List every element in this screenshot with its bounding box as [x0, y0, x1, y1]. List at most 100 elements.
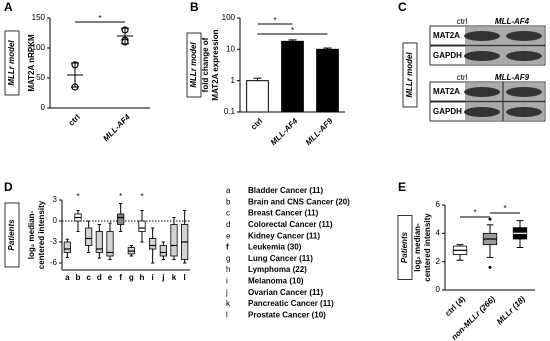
band-label: MAT2A	[433, 31, 460, 40]
x-tick-label: e	[108, 273, 113, 282]
legend-key: l	[226, 310, 228, 319]
box	[85, 227, 93, 246]
side-label-box	[402, 42, 418, 108]
y-tick-label: 0.1	[224, 107, 236, 116]
y-axis-label: MAT2A nRPKM	[27, 34, 36, 92]
x-tick-label: k	[172, 273, 177, 282]
x-tick-label: j	[161, 273, 164, 282]
side-label-box	[4, 202, 20, 268]
blot-band	[464, 31, 500, 41]
x-tick-label: b	[76, 273, 81, 282]
y-tick-label: 4	[436, 228, 441, 237]
legend-label: Lymphoma (22)	[248, 265, 307, 274]
x-tick-label: ctrl (4)	[443, 294, 467, 318]
legend-label: Breast Cancer (11)	[248, 209, 319, 218]
y-tick-label: 1	[231, 76, 236, 85]
x-tick-label: h	[140, 273, 145, 282]
legend-label: Kidney Cancer (11)	[248, 231, 320, 240]
y-tick-label: 3	[53, 195, 58, 204]
y-axis-label: log₂ median-	[413, 223, 422, 272]
significance-label: *	[76, 192, 79, 201]
legend-key: i	[226, 277, 228, 286]
y-tick-label: 0	[41, 103, 46, 112]
significance-label: *	[140, 192, 143, 201]
legend-key: h	[226, 265, 230, 274]
y-tick-label: 0	[436, 285, 441, 294]
side-label: MLLr model	[7, 40, 16, 86]
x-tick-label: c	[86, 273, 91, 282]
band-label: MAT2A	[433, 87, 460, 96]
y-axis-label: centered intensity	[37, 200, 46, 269]
band-label: GAPDH	[433, 107, 462, 116]
legend-key: d	[226, 220, 230, 229]
x-tick-label: ctrl	[249, 117, 264, 132]
y-axis-label: log₂ median-	[27, 210, 36, 259]
legend-key: a	[226, 186, 231, 195]
side-label-box	[4, 30, 20, 96]
box	[106, 231, 114, 257]
x-tick-label: i	[152, 273, 154, 282]
legend-key: e	[226, 231, 231, 240]
y-tick-label: 50	[36, 73, 45, 82]
y-axis-label: centered intensity	[423, 213, 432, 282]
panel-label: A	[4, 0, 13, 14]
panel-label: B	[190, 0, 199, 14]
y-tick-label: 150	[32, 13, 46, 22]
lane-label: ctrl	[457, 17, 468, 26]
outlier	[488, 265, 492, 269]
box	[95, 231, 103, 253]
box	[149, 238, 157, 250]
legend-label: Ovarian Cancer (11)	[248, 288, 323, 297]
y-axis-label: MAT2A expression	[211, 29, 220, 100]
x-tick-label: l	[184, 273, 186, 282]
significance-label: *	[273, 16, 276, 25]
legend-key: k	[226, 299, 231, 308]
y-tick-label: 6	[436, 200, 441, 209]
significance-label: *	[98, 14, 101, 23]
y-tick-label: 10	[226, 44, 235, 53]
x-tick-label: MLL-AF4	[101, 112, 132, 143]
y-tick-label: 2	[436, 257, 441, 266]
blot-band	[506, 87, 542, 97]
side-label-box	[397, 215, 413, 280]
legend-label: Colorectal Cancer (11)	[248, 220, 333, 229]
x-tick-label: MLL-AF4	[269, 116, 300, 147]
legend-label: Pancreatic Cancer (11)	[248, 299, 334, 308]
x-tick-label: MLLr (18)	[495, 294, 527, 326]
legend-label: Melanoma (10)	[248, 277, 304, 286]
legend-key: g	[226, 254, 230, 263]
legend-key: j	[225, 288, 228, 297]
x-tick-label: ctrl	[67, 113, 82, 128]
panel-label: E	[398, 180, 406, 194]
lane-label: MLL-AF9	[495, 73, 530, 82]
lane-label: ctrl	[457, 73, 468, 82]
blot-band	[464, 51, 500, 61]
y-tick-label: -3	[50, 237, 58, 246]
significance-label: *	[473, 208, 476, 217]
outlier	[488, 217, 492, 221]
significance-label: *	[119, 192, 122, 201]
blot-band	[506, 31, 542, 41]
lane-label: MLL-AF4	[495, 17, 530, 26]
legend-label: Lung Cancer (11)	[248, 254, 313, 263]
legend-key: f	[226, 243, 229, 252]
y-tick-label: 100	[222, 13, 236, 22]
side-label: MLLr model	[189, 42, 198, 88]
box	[117, 213, 125, 225]
bar	[246, 80, 269, 113]
bar	[281, 40, 304, 113]
bar	[316, 48, 339, 113]
box	[63, 241, 71, 253]
y-axis-label: fold change of	[201, 37, 210, 92]
legend-label: Bladder Cancer (11)	[248, 186, 323, 195]
band-label: GAPDH	[433, 51, 462, 60]
legend-label: Leukemia (30)	[248, 243, 302, 252]
x-tick-label: MLL-AF9	[304, 116, 335, 147]
side-label-box	[186, 32, 202, 98]
blot-band	[464, 87, 500, 97]
x-tick-label: d	[97, 273, 102, 282]
x-tick-label: g	[129, 273, 134, 282]
x-tick-label: a	[65, 273, 70, 282]
y-tick-label: 100	[32, 43, 46, 52]
